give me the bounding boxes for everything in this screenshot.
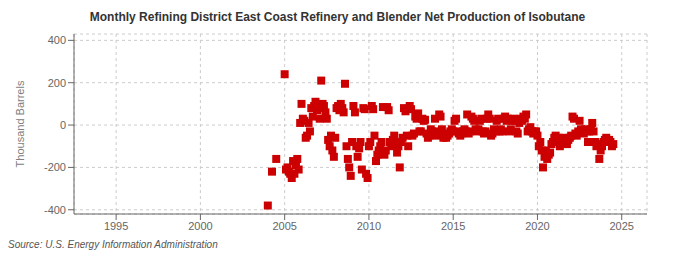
svg-text:1995: 1995 [104,220,128,232]
svg-text:200: 200 [48,77,66,89]
svg-text:2015: 2015 [441,220,465,232]
svg-text:Thousand Barrels: Thousand Barrels [14,80,26,167]
svg-text:0: 0 [60,119,66,131]
svg-text:2020: 2020 [525,220,549,232]
svg-text:-400: -400 [44,204,66,216]
html-text:Source: U.S. Energy Informatio: Source: U.S. Energy Information Administ… [8,239,218,250]
svg-text:400: 400 [48,34,66,46]
html-text:Monthly Refining District East: Monthly Refining District East Coast Ref… [89,10,586,24]
svg-text:2010: 2010 [357,220,381,232]
svg-text:2005: 2005 [272,220,296,232]
svg-text:2025: 2025 [609,220,633,232]
svg-text:-200: -200 [44,161,66,173]
svg-text:2000: 2000 [188,220,212,232]
